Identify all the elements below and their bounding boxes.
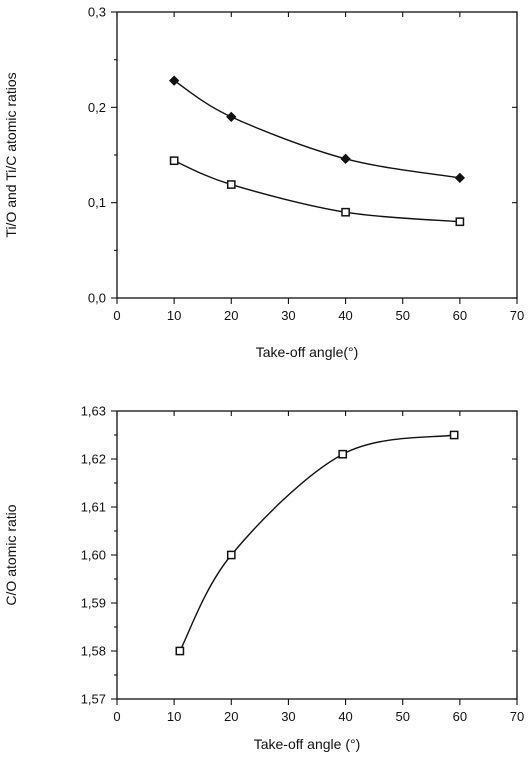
data-point-diamond (454, 172, 466, 184)
x-tick-label: 40 (338, 709, 352, 724)
x-tick-label: 30 (281, 308, 295, 323)
series-line-1 (173, 80, 460, 179)
y-tick-label: 1,61 (81, 500, 106, 515)
x-tick-label: 50 (395, 308, 409, 323)
data-point-square (226, 180, 236, 189)
x-axis-title: Take-off angle (°) (254, 736, 361, 752)
chart-ti-ratios: 0 10 20 30 40 50 60 70 0,0 0,1 0,2 0,3 Take-off angl… (3, 5, 524, 361)
series-line-2 (173, 160, 460, 223)
x-tick-label: 70 (510, 308, 524, 323)
data-point-diamond (168, 75, 180, 86)
x-tick-label: 60 (453, 308, 467, 323)
y-tick-label: 1,63 (81, 404, 106, 419)
x-tick-label: 10 (167, 709, 181, 724)
y-axis-title: Ti/O and Ti/C atomic ratios (3, 72, 19, 237)
x-tick-label: 40 (338, 308, 352, 323)
x-axis-title: Take-off angle(°) (256, 344, 359, 360)
data-point-square (341, 207, 350, 217)
data-point-square (449, 430, 459, 440)
y-tick-label: 0,0 (88, 291, 106, 306)
y-tick-label: 1,58 (81, 644, 106, 659)
y-tick-label: 1,60 (81, 548, 106, 563)
data-point-square (169, 156, 179, 166)
data-point-square (338, 449, 348, 459)
x-tick-label: 0 (113, 308, 120, 323)
x-tick-label: 60 (453, 709, 467, 724)
x-tick-label: 70 (510, 709, 524, 724)
y-tick-label: 1,59 (81, 596, 106, 611)
x-tick-label: 0 (113, 709, 120, 724)
y-tick-label: 0,1 (88, 195, 106, 210)
y-tick-label: 0,3 (88, 5, 106, 20)
y-axis-title: C/O atomic ratio (3, 504, 19, 605)
x-tick-label: 20 (224, 308, 238, 323)
y-tick-label: 1,57 (81, 692, 106, 707)
chart-co-ratio: 0 10 20 30 40 50 60 70 1,57 1,58 1,59 1,60 1,61 1,62 1… (3, 404, 524, 753)
series-line-1 (179, 434, 455, 652)
data-point-diamond (226, 111, 237, 123)
data-point-square (175, 646, 185, 656)
x-tick-label: 10 (167, 308, 181, 323)
x-tick-label: 50 (395, 709, 409, 724)
plot-frame (116, 410, 518, 700)
data-point-diamond (340, 153, 351, 164)
data-point-square (455, 217, 465, 227)
y-tick-label: 1,62 (81, 452, 106, 467)
y-tick-label: 0,2 (88, 100, 106, 115)
data-point-square (226, 550, 236, 560)
plot-frame (116, 11, 518, 299)
x-tick-label: 20 (224, 709, 238, 724)
x-tick-label: 30 (281, 709, 295, 724)
